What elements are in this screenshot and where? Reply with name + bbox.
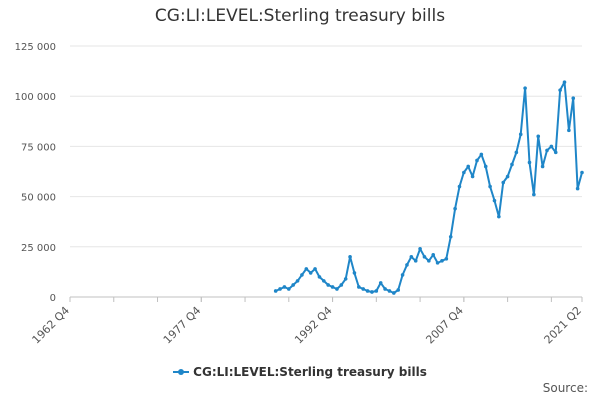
- data-point[interactable]: [409, 255, 414, 259]
- data-point[interactable]: [540, 164, 545, 169]
- data-point[interactable]: [365, 289, 370, 293]
- legend-label: CG:LI:LEVEL:Sterling treasury bills: [193, 365, 427, 379]
- data-point[interactable]: [418, 247, 422, 251]
- data-point[interactable]: [335, 287, 339, 291]
- data-point[interactable]: [339, 283, 344, 287]
- data-point[interactable]: [378, 281, 383, 285]
- data-point[interactable]: [562, 80, 567, 84]
- data-point[interactable]: [300, 273, 304, 277]
- data-point[interactable]: [553, 150, 558, 155]
- data-point[interactable]: [536, 134, 541, 139]
- data-point[interactable]: [282, 285, 287, 289]
- legend-item[interactable]: CG:LI:LEVEL:Sterling treasury bills: [173, 365, 427, 379]
- data-point[interactable]: [304, 267, 309, 271]
- data-point[interactable]: [326, 283, 330, 287]
- data-point[interactable]: [413, 259, 418, 263]
- data-point[interactable]: [492, 198, 497, 203]
- data-point[interactable]: [317, 275, 322, 279]
- data-point[interactable]: [488, 184, 492, 189]
- data-point[interactable]: [518, 132, 523, 137]
- data-point[interactable]: [387, 289, 392, 293]
- data-point[interactable]: [361, 287, 365, 291]
- data-point[interactable]: [453, 206, 457, 211]
- data-point[interactable]: [567, 128, 571, 133]
- x-axis-ticks: 1962 Q4 1977 Q4 1992 Q4 2007 Q4 2021 Q2: [30, 297, 585, 347]
- data-point[interactable]: [448, 234, 453, 239]
- data-point[interactable]: [352, 271, 357, 275]
- data-point[interactable]: [273, 289, 278, 293]
- data-point[interactable]: [510, 162, 514, 167]
- data-point[interactable]: [549, 144, 554, 149]
- data-point[interactable]: [400, 273, 405, 277]
- data-point[interactable]: [383, 287, 387, 291]
- legend-swatch-icon: [173, 367, 190, 377]
- data-point[interactable]: [466, 164, 471, 169]
- data-point[interactable]: [470, 174, 475, 179]
- chart-title: CG:LI:LEVEL:Sterling treasury bills: [154, 6, 446, 26]
- x-tick-label: 1992 Q4: [292, 304, 335, 347]
- data-point[interactable]: [313, 267, 317, 271]
- data-point[interactable]: [278, 287, 282, 291]
- data-point[interactable]: [370, 290, 374, 294]
- data-point[interactable]: [545, 148, 549, 153]
- data-point[interactable]: [348, 255, 352, 259]
- data-point[interactable]: [405, 263, 409, 267]
- data-point[interactable]: [527, 160, 532, 165]
- data-point[interactable]: [575, 186, 580, 191]
- x-tick-label: 1977 Q4: [161, 304, 204, 347]
- data-point[interactable]: [497, 214, 501, 219]
- data-point[interactable]: [357, 285, 361, 289]
- data-point[interactable]: [422, 255, 427, 259]
- data-point[interactable]: [427, 259, 431, 263]
- data-point[interactable]: [501, 180, 506, 185]
- data-point[interactable]: [444, 257, 449, 261]
- data-point[interactable]: [308, 271, 313, 275]
- data-point[interactable]: [322, 279, 326, 283]
- data-point[interactable]: [392, 291, 396, 295]
- data-point[interactable]: [462, 170, 466, 175]
- x-tick-label: 1962 Q4: [30, 304, 73, 347]
- data-point[interactable]: [514, 150, 519, 155]
- y-tick-label: 100 000: [15, 92, 56, 103]
- data-series: [273, 80, 584, 295]
- y-tick-label: 50 000: [21, 193, 56, 204]
- data-point[interactable]: [505, 174, 510, 179]
- data-point[interactable]: [440, 259, 444, 263]
- data-point[interactable]: [396, 288, 401, 292]
- data-point[interactable]: [523, 86, 527, 90]
- data-point[interactable]: [479, 152, 484, 157]
- x-tick-label: 2021 Q2: [542, 304, 585, 347]
- y-tick-label: 125 000: [15, 42, 56, 53]
- data-point[interactable]: [287, 287, 291, 291]
- data-point[interactable]: [374, 289, 379, 293]
- data-point[interactable]: [435, 261, 440, 265]
- data-point[interactable]: [475, 158, 479, 163]
- y-tick-label: 0: [50, 293, 56, 304]
- data-point[interactable]: [330, 285, 335, 289]
- legend[interactable]: CG:LI:LEVEL:Sterling treasury bills: [0, 365, 600, 380]
- data-point[interactable]: [580, 170, 584, 175]
- data-point[interactable]: [343, 277, 348, 281]
- data-point[interactable]: [291, 283, 295, 287]
- data-point[interactable]: [431, 253, 436, 257]
- data-point[interactable]: [457, 184, 462, 189]
- data-point[interactable]: [558, 88, 562, 92]
- y-tick-label: 25 000: [21, 243, 56, 254]
- x-tick-label: 2007 Q4: [423, 304, 466, 347]
- data-point[interactable]: [483, 164, 488, 169]
- y-axis-ticks: 0 25 000 50 000 75 000 100 000 125 000: [15, 42, 56, 304]
- source-label: Source:: [542, 381, 588, 395]
- y-tick-label: 75 000: [21, 142, 56, 153]
- data-point[interactable]: [571, 96, 576, 101]
- grid-lines: [70, 45, 582, 298]
- data-point[interactable]: [532, 192, 536, 197]
- data-point[interactable]: [295, 279, 300, 283]
